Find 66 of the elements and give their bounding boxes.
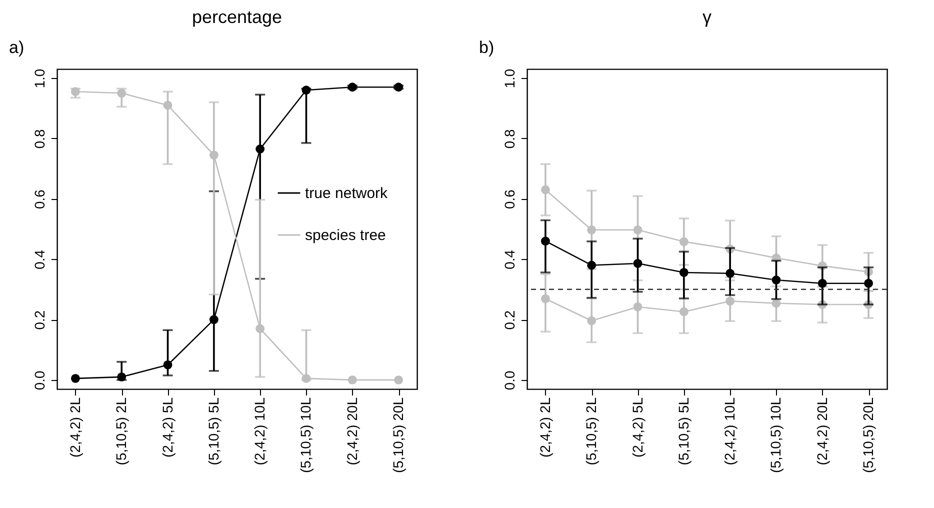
y-tick-label: 0.0: [32, 370, 48, 390]
y-tick-label: 0.2: [32, 310, 48, 330]
legend-label: true network: [305, 185, 388, 202]
x-tick-label: (5,10,5) 5L: [675, 397, 692, 466]
x-tick-label: (2,4,2) 10L: [252, 397, 268, 466]
point: [633, 302, 642, 312]
y-tick-label: 0.8: [32, 128, 48, 149]
point: [163, 100, 172, 110]
y-tick-label: 0.8: [502, 128, 518, 149]
point: [540, 294, 550, 304]
point: [209, 150, 218, 160]
legend-label: species tree: [305, 227, 386, 244]
point: [587, 260, 596, 270]
point: [256, 324, 265, 334]
x-tick-label: (5,10,5) 5L: [205, 397, 222, 466]
point: [348, 375, 357, 384]
x-tick-label: (5,10,5) 20L: [860, 397, 876, 473]
text: a): [9, 38, 24, 57]
point: [540, 185, 550, 194]
point: [633, 258, 642, 268]
x-tick-label: (5,10,5) 10L: [768, 397, 784, 473]
point: [679, 307, 688, 316]
x-tick-label: (5,10,5) 2L: [583, 397, 600, 466]
point: [818, 278, 827, 288]
x-tick-label: (5,10,5) 2L: [113, 397, 130, 466]
y-tick-label: 0.2: [502, 310, 518, 330]
text: b): [479, 38, 494, 57]
point: [772, 276, 781, 284]
point: [726, 268, 735, 278]
x-tick-label: (5,10,5) 20L: [390, 397, 406, 473]
x-tick-label: (5,10,5) 10L: [298, 397, 314, 473]
point: [587, 225, 596, 234]
chart-title: percentage: [192, 7, 282, 27]
point: [394, 82, 404, 92]
x-tick-label: (2,4,2) 2L: [536, 397, 553, 458]
point: [679, 237, 688, 246]
point: [726, 296, 735, 306]
x-tick-label: (2,4,2) 2L: [66, 397, 83, 458]
point: [117, 88, 126, 98]
point: [587, 316, 596, 326]
point: [163, 360, 172, 370]
y-tick-label: 0.6: [32, 189, 48, 210]
point: [348, 82, 357, 92]
point: [256, 144, 265, 154]
point: [302, 374, 311, 383]
point: [864, 278, 874, 288]
y-tick-label: 1.0: [502, 68, 518, 88]
y-tick-label: 0.4: [502, 250, 518, 270]
point: [540, 236, 550, 246]
point: [633, 225, 642, 234]
y-tick-label: 0.0: [502, 370, 518, 390]
point: [117, 372, 126, 382]
point: [70, 374, 80, 383]
point: [679, 268, 688, 277]
x-tick-label: (2,4,2) 5L: [159, 397, 176, 458]
y-tick-label: 1.0: [32, 68, 48, 88]
x-tick-label: (2,4,2) 5L: [629, 397, 646, 458]
y-tick-label: 0.4: [32, 250, 48, 270]
chart-title: γ: [702, 7, 712, 27]
y-tick-label: 0.6: [502, 189, 518, 210]
x-tick-label: (2,4,2) 20L: [814, 397, 830, 466]
x-tick-label: (2,4,2) 20L: [344, 397, 360, 466]
point: [209, 315, 218, 324]
x-tick-label: (2,4,2) 10L: [722, 397, 738, 466]
point: [394, 375, 404, 384]
point: [302, 86, 311, 95]
